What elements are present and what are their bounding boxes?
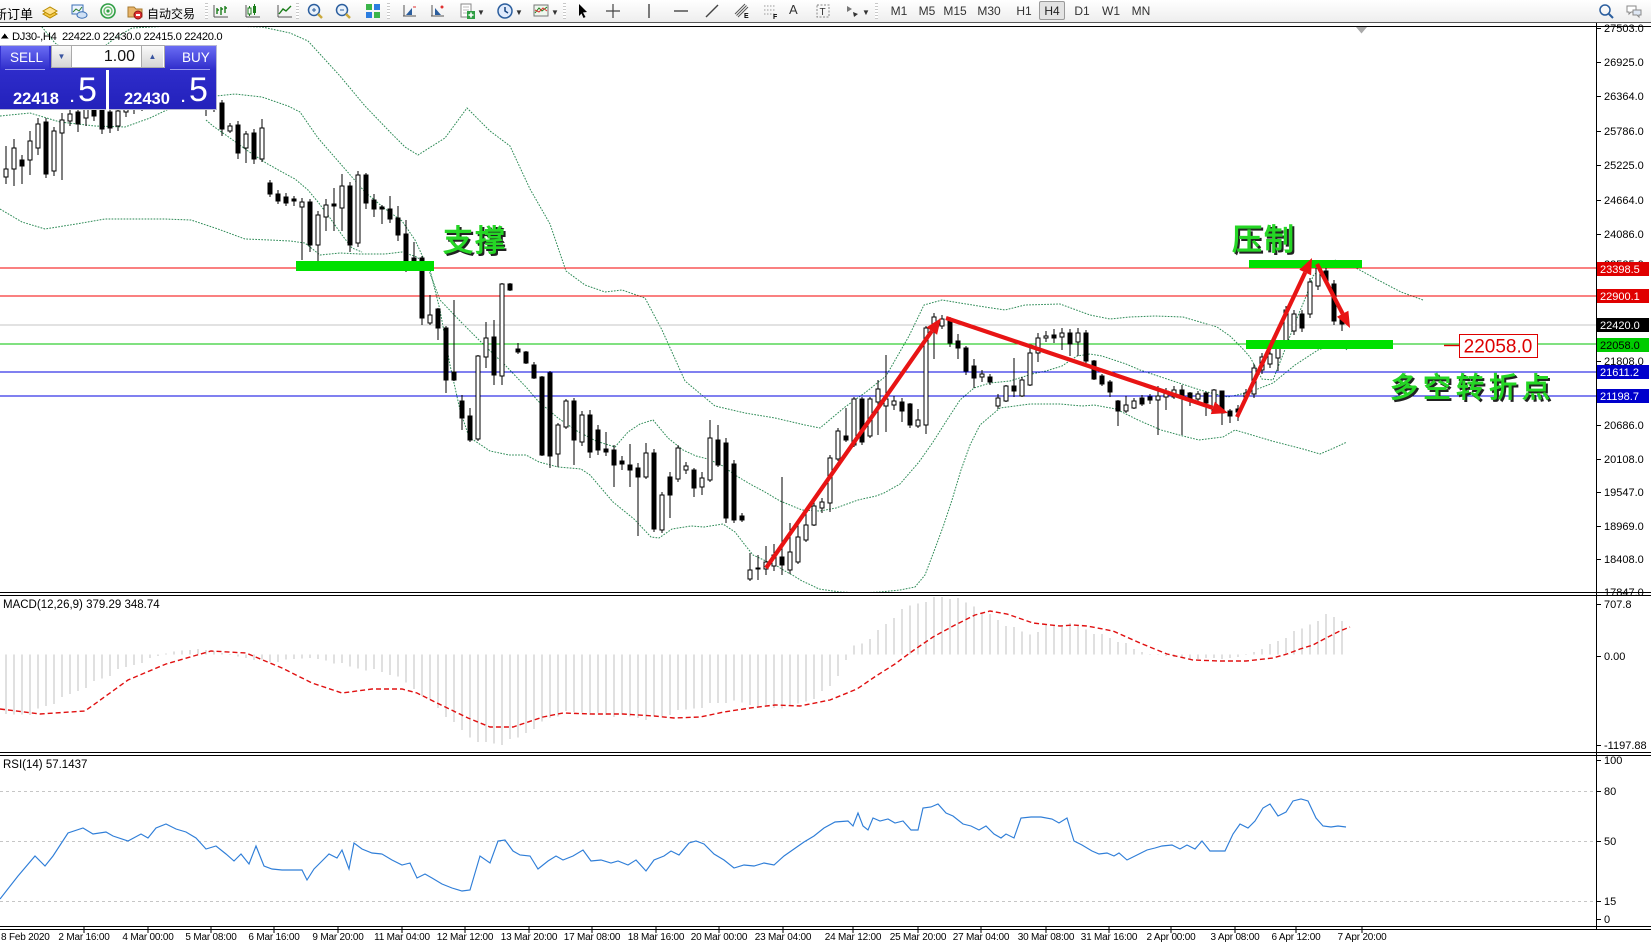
svg-text:22058.0: 22058.0 [1464,337,1533,358]
svg-text:25225.0: 25225.0 [1604,160,1644,172]
svg-text:2 Mar 16:00: 2 Mar 16:00 [58,932,110,943]
svg-text:21611.2: 21611.2 [1600,367,1639,379]
svg-text:20686.0: 20686.0 [1604,420,1644,432]
svg-text:100: 100 [1604,755,1622,767]
svg-text:18969.0: 18969.0 [1604,521,1644,533]
svg-text:26925.0: 26925.0 [1604,57,1644,69]
svg-text:25786.0: 25786.0 [1604,126,1644,138]
svg-text:22420.0: 22420.0 [1600,320,1640,332]
svg-text:23398.5: 23398.5 [1600,264,1640,276]
svg-text:24 Mar 12:00: 24 Mar 12:00 [825,932,882,943]
svg-text:27503.0: 27503.0 [1604,23,1644,35]
svg-text:E: E [744,13,749,20]
svg-text:50: 50 [1604,836,1616,848]
svg-text:6 Mar 16:00: 6 Mar 16:00 [248,932,300,943]
svg-text:22058.0: 22058.0 [1600,340,1640,352]
svg-text:多空转折点: 多空转折点 [1392,373,1557,405]
svg-text:15: 15 [1604,896,1616,908]
svg-text:31 Mar 16:00: 31 Mar 16:00 [1081,932,1138,943]
svg-text:80: 80 [1604,786,1616,798]
svg-text:20108.0: 20108.0 [1604,454,1644,466]
svg-text:18408.0: 18408.0 [1604,554,1644,566]
svg-text:23 Mar 04:00: 23 Mar 04:00 [755,932,812,943]
svg-text:8 Feb 2020: 8 Feb 2020 [1,932,50,943]
svg-text:12 Mar 12:00: 12 Mar 12:00 [437,932,494,943]
svg-text:18 Mar 16:00: 18 Mar 16:00 [628,932,685,943]
svg-text:-1197.88: -1197.88 [1604,740,1647,752]
svg-text:17 Mar 08:00: 17 Mar 08:00 [564,932,621,943]
svg-text:MACD(12,26,9) 379.29 348.74: MACD(12,26,9) 379.29 348.74 [3,599,160,611]
svg-text:2 Apr 00:00: 2 Apr 00:00 [1147,932,1197,943]
svg-text:25 Mar 20:00: 25 Mar 20:00 [890,932,947,943]
svg-text:27 Mar 04:00: 27 Mar 04:00 [953,932,1010,943]
svg-text:11 Mar 04:00: 11 Mar 04:00 [374,932,430,943]
svg-text:RSI(14) 57.1437: RSI(14) 57.1437 [3,759,87,771]
svg-text:T: T [820,7,826,18]
svg-text:24086.0: 24086.0 [1604,229,1644,241]
svg-text:0.00: 0.00 [1604,651,1625,663]
svg-text:17847.0: 17847.0 [1604,587,1644,599]
svg-text:压制: 压制 [1234,226,1298,259]
svg-text:9 Mar 20:00: 9 Mar 20:00 [312,932,364,943]
svg-text:支撑: 支撑 [445,227,509,260]
svg-text:0: 0 [1604,914,1610,926]
svg-text:30 Mar 08:00: 30 Mar 08:00 [1018,932,1075,943]
svg-text:3 Apr 08:00: 3 Apr 08:00 [1211,932,1261,943]
svg-text:支撑: 支撑 [443,225,507,258]
svg-text:5 Mar 08:00: 5 Mar 08:00 [185,932,237,943]
svg-text:22900.1: 22900.1 [1600,291,1640,303]
svg-text:24664.0: 24664.0 [1604,195,1644,207]
svg-text:20 Mar 00:00: 20 Mar 00:00 [691,932,748,943]
svg-text:DJ30-,H4 22422.0 22430.0 2241: DJ30-,H4 22422.0 22430.0 22415.0 22420.0 [12,31,222,43]
svg-text:压制: 压制 [1232,224,1296,257]
svg-text:多空转折点: 多空转折点 [1390,371,1555,403]
svg-text:707.8: 707.8 [1604,599,1632,611]
svg-text:7 Apr 20:00: 7 Apr 20:00 [1338,932,1388,943]
svg-text:6 Apr 12:00: 6 Apr 12:00 [1272,932,1322,943]
svg-text:F: F [773,14,778,20]
svg-text:21198.7: 21198.7 [1600,391,1639,403]
svg-text:4 Mar 00:00: 4 Mar 00:00 [122,932,174,943]
svg-text:26364.0: 26364.0 [1604,91,1644,103]
svg-text:13 Mar 20:00: 13 Mar 20:00 [501,932,558,943]
svg-text:19547.0: 19547.0 [1604,487,1644,499]
